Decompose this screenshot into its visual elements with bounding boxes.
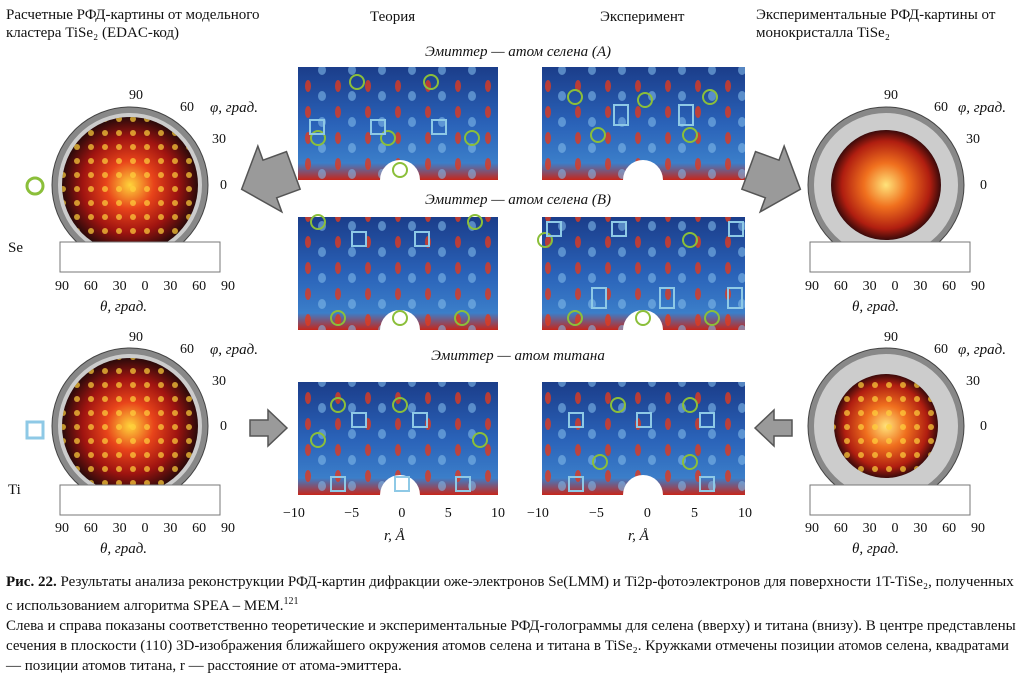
emitter-label-b: Эмиттер — атом селена (B)	[424, 192, 612, 208]
phi-tick-0-right-se: 0	[980, 178, 987, 193]
caption-line2: Слева и справа показаны соответственно т…	[6, 618, 1016, 674]
circle-marker-legend	[25, 176, 45, 196]
phi-label-left-se: φ, град.	[210, 100, 258, 116]
panel-experiment-a	[542, 67, 745, 200]
polar-plot-se-theory	[51, 106, 221, 273]
phi-label-right-ti: φ, град.	[958, 342, 1006, 358]
square-marker-legend	[25, 420, 45, 440]
header-left: Расчетные РФД-картины от модельного клас…	[6, 7, 260, 41]
row-label-ti: Ti	[8, 482, 21, 498]
phi-tick-60-left-se: 60	[180, 100, 194, 115]
phi-tick-90-right-ti: 90	[884, 330, 898, 345]
row-label-se: Se	[8, 240, 23, 256]
panel-theory-a	[298, 67, 498, 200]
phi-tick-60-right-ti: 60	[934, 342, 948, 357]
caption-figure-number: Рис. 22.	[6, 574, 57, 590]
arrows	[240, 143, 802, 448]
phi-tick-60-left-ti: 60	[180, 342, 194, 357]
panel-theory-ti	[298, 382, 498, 515]
theta-label-right-ti: θ, град.	[852, 541, 900, 557]
r-axis-ticks-theory: −10 −5 0 5 10	[283, 506, 505, 521]
phi-tick-0-left-ti: 0	[220, 419, 227, 434]
panel-circle-markers	[310, 74, 720, 470]
phi-tick-30-right-se: 30	[966, 132, 980, 147]
theta-ticks-right-ti: 90 60 30 0 30 60 90	[805, 521, 985, 536]
emitter-label-a: Эмиттер — атом селена (A)	[424, 44, 612, 60]
r-axis-ticks-experiment: −10 −5 0 5 10	[527, 506, 752, 521]
theta-ticks-left-ti: 90 60 30 0 30 60 90	[55, 521, 235, 536]
panel-theory-b	[298, 217, 498, 350]
polar-plot-ti-theory	[51, 347, 221, 516]
phi-tick-30-right-ti: 30	[966, 374, 980, 389]
phi-tick-60-right-se: 60	[934, 100, 948, 115]
header-experiment: Эксперимент	[600, 9, 685, 25]
theta-ticks-left-se: 90 60 30 0 30 60 90	[55, 279, 235, 294]
header-theory: Теория	[370, 9, 416, 25]
phi-tick-0-right-ti: 0	[980, 419, 987, 434]
figure-caption: Рис. 22. Результаты анализа реконструкци…	[6, 572, 1016, 676]
polar-plot-ti-experiment	[807, 347, 971, 516]
r-axis-label-experiment: r, Å	[628, 528, 649, 544]
theta-ticks-right-se: 90 60 30 0 30 60 90	[805, 279, 985, 294]
caption-ref: 121	[283, 596, 299, 607]
header-right: Экспериментальные РФД-картины от монокри…	[756, 7, 996, 41]
panel-experiment-b	[542, 217, 745, 350]
figure-graphics	[25, 67, 971, 516]
phi-label-right-se: φ, град.	[958, 100, 1006, 116]
panel-square-markers	[309, 104, 744, 492]
caption-line1: Результаты анализа реконструкции РФД-кар…	[6, 574, 1014, 614]
phi-tick-30-left-ti: 30	[212, 374, 226, 389]
phi-label-left-ti: φ, град.	[210, 342, 258, 358]
theta-label-left-se: θ, град.	[100, 299, 148, 315]
polar-plot-se-experiment	[807, 106, 971, 273]
theta-label-right-se: θ, град.	[852, 299, 900, 315]
theta-label-left-ti: θ, град.	[100, 541, 148, 557]
r-axis-label-theory: r, Å	[384, 528, 405, 544]
emitter-label-ti: Эмиттер — атом титана	[431, 348, 605, 364]
phi-tick-30-left-se: 30	[212, 132, 226, 147]
panel-experiment-ti	[542, 382, 745, 515]
phi-tick-90-left-se: 90	[129, 88, 143, 103]
phi-tick-90-left-ti: 90	[129, 330, 143, 345]
phi-tick-90-right-se: 90	[884, 88, 898, 103]
phi-tick-0-left-se: 0	[220, 178, 227, 193]
